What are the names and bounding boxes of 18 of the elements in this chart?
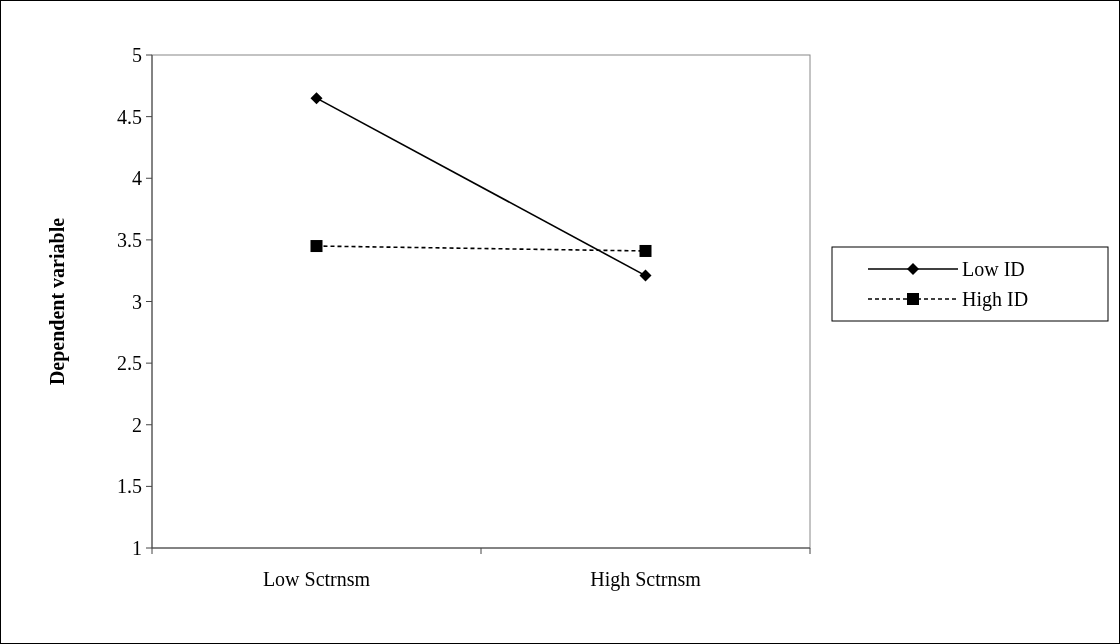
x-tick-label: High Sctrnsm bbox=[590, 568, 702, 591]
legend-label: Low ID bbox=[962, 258, 1025, 280]
y-tick-label: 3 bbox=[132, 290, 142, 313]
y-tick-label: 2.5 bbox=[117, 352, 142, 375]
point bbox=[310, 92, 323, 105]
y-tick-label: 5 bbox=[132, 44, 142, 66]
point bbox=[639, 269, 652, 282]
y-tick-label: 2 bbox=[132, 413, 142, 436]
x-tick-label: Low Sctrnsm bbox=[262, 568, 371, 590]
y-tick-label: 3.5 bbox=[117, 228, 142, 251]
y-axis-title: Dependent variable bbox=[46, 217, 69, 386]
legend-label: High ID bbox=[962, 288, 1029, 311]
y-tick-label: 4.5 bbox=[117, 105, 142, 128]
point bbox=[639, 244, 652, 257]
y-tick-label: 4 bbox=[132, 167, 142, 190]
y-tick-label: 1 bbox=[132, 537, 142, 559]
y-tick-label: 1.5 bbox=[117, 475, 142, 498]
point bbox=[310, 240, 323, 253]
